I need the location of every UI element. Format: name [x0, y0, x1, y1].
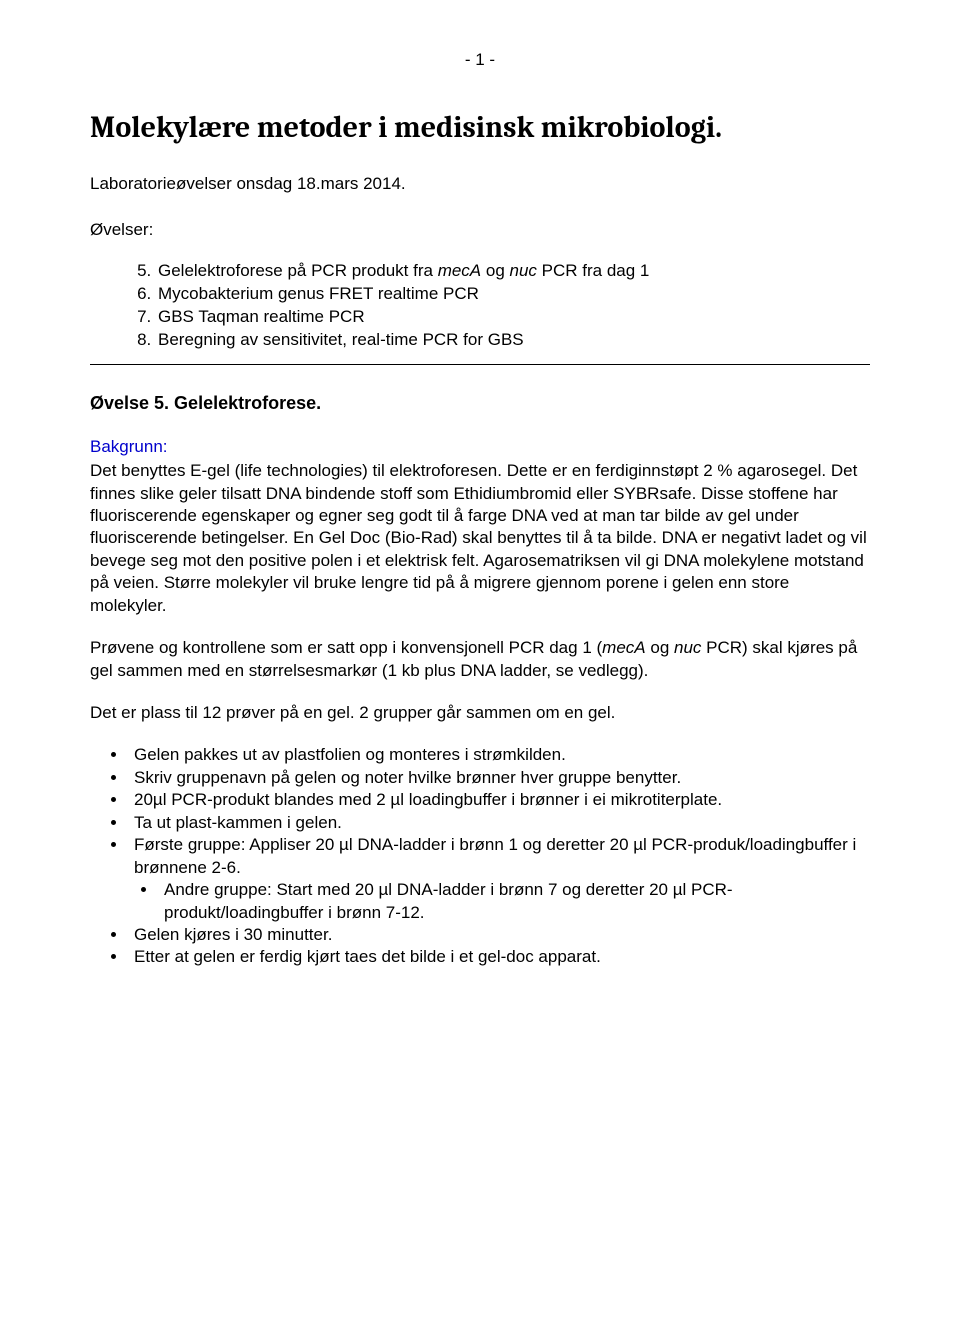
list-item: Gelen kjøres i 30 minutter.: [128, 924, 870, 946]
bakgrunn-label: Bakgrunn:: [90, 436, 870, 458]
substeps-list: Andre gruppe: Start med 20 µl DNA-ladder…: [158, 879, 870, 924]
topic-item: GBS Taqman realtime PCR: [156, 306, 870, 329]
paragraph: Prøvene og kontrollene som er satt opp i…: [90, 637, 870, 682]
list-item: Etter at gelen er ferdig kjørt taes det …: [128, 946, 870, 968]
list-item: Gelen pakkes ut av plastfolien og monter…: [128, 744, 870, 766]
topic-item: Mycobakterium genus FRET realtime PCR: [156, 283, 870, 306]
paragraph: Det er plass til 12 prøver på en gel. 2 …: [90, 702, 870, 724]
topics-list: Gelelektroforese på PCR produkt fra mecA…: [156, 260, 870, 352]
list-item: Ta ut plast-kammen i gelen.: [128, 812, 870, 834]
paragraph-text-italic: mecA: [602, 638, 645, 657]
ovelser-label: Øvelser:: [90, 219, 870, 241]
topic-text: og: [481, 261, 509, 280]
topic-text: Gelelektroforese på PCR produkt fra: [158, 261, 438, 280]
paragraph-text-italic: nuc: [674, 638, 701, 657]
list-item: Skriv gruppenavn på gelen og noter hvilk…: [128, 767, 870, 789]
paragraph-text: Prøvene og kontrollene som er satt opp i…: [90, 638, 602, 657]
topic-text-italic: nuc: [510, 261, 537, 280]
topic-text: PCR fra dag 1: [537, 261, 649, 280]
page-number: - 1 -: [90, 50, 870, 70]
subtitle: Laboratorieøvelser onsdag 18.mars 2014.: [90, 173, 870, 195]
paragraph-text: og: [646, 638, 674, 657]
topic-text-italic: mecA: [438, 261, 481, 280]
section-heading: Øvelse 5. Gelelektroforese.: [90, 393, 870, 414]
list-item: Andre gruppe: Start med 20 µl DNA-ladder…: [158, 879, 870, 924]
doc-title: Molekylære metoder i medisinsk mikrobiol…: [90, 110, 870, 145]
topic-item: Beregning av sensitivitet, real-time PCR…: [156, 329, 870, 352]
page-container: - 1 - Molekylære metoder i medisinsk mik…: [0, 0, 960, 1327]
list-item: 20µl PCR-produkt blandes med 2 µl loadin…: [128, 789, 870, 811]
topic-item: Gelelektroforese på PCR produkt fra mecA…: [156, 260, 870, 283]
divider: [90, 364, 870, 365]
list-item: Første gruppe: Appliser 20 µl DNA-ladder…: [128, 834, 870, 879]
steps-list: Gelen pakkes ut av plastfolien og monter…: [128, 744, 870, 968]
paragraph: Det benyttes E-gel (life technologies) t…: [90, 460, 870, 617]
